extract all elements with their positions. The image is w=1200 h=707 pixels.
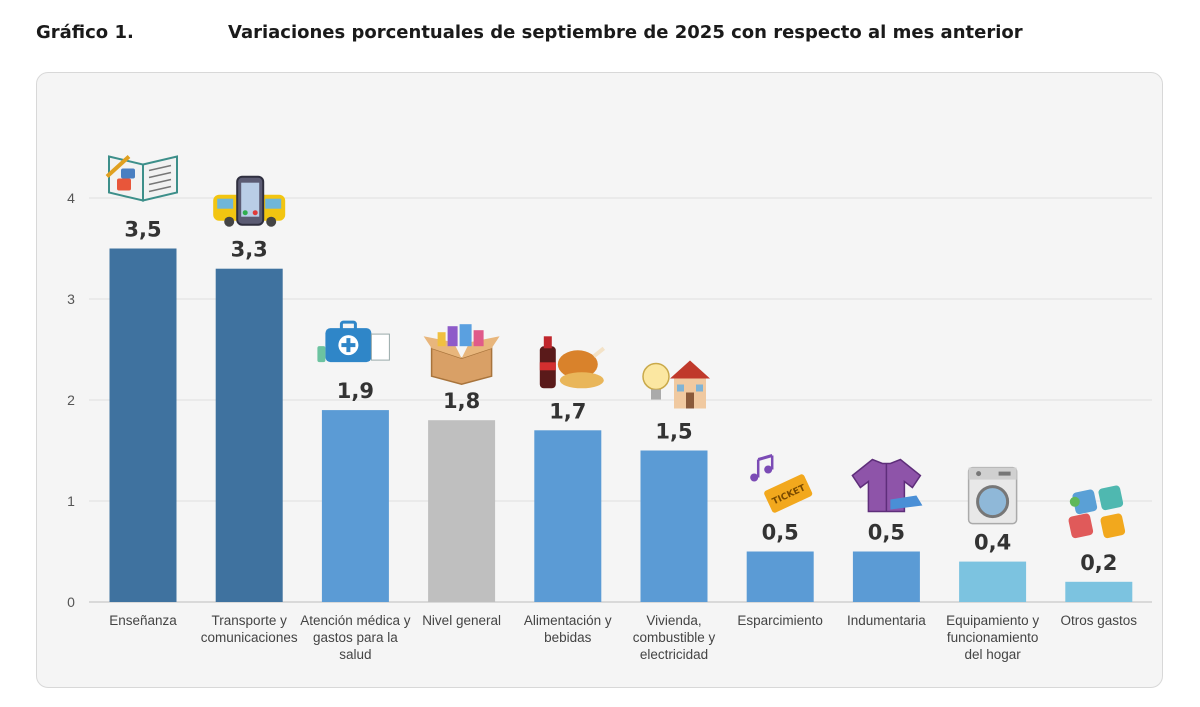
x-category-label-line: salud xyxy=(339,647,372,662)
bar xyxy=(640,450,708,602)
bar-value-label: 0,5 xyxy=(762,521,799,545)
bar xyxy=(428,420,496,602)
bar xyxy=(1065,581,1133,602)
bar xyxy=(959,561,1027,602)
puzzle-money-icon xyxy=(1068,485,1126,539)
shopping-box-icon xyxy=(423,324,500,385)
y-tick-label: 0 xyxy=(67,594,75,610)
chart-title: Variaciones porcentuales de septiembre d… xyxy=(228,22,1023,43)
bar-value-label: 1,8 xyxy=(443,389,480,413)
book-icon xyxy=(105,155,178,202)
bar-value-label: 0,5 xyxy=(868,521,905,545)
x-category-label-line: Esparcimiento xyxy=(737,613,823,628)
clothing-icon xyxy=(851,458,923,513)
bar xyxy=(746,551,814,602)
bar xyxy=(321,410,389,602)
x-category-label: Transporte y comunicaciones xyxy=(191,612,307,646)
house-lightbulb-icon xyxy=(642,360,710,409)
x-category-label: Atención médica y gastos para la salud xyxy=(297,612,413,663)
x-category-label-line: Nivel general xyxy=(422,613,501,628)
bar xyxy=(534,430,602,602)
x-category-label-line: gastos para la xyxy=(312,630,398,645)
bar-value-label: 3,3 xyxy=(231,238,268,262)
washing-machine-icon xyxy=(967,466,1018,525)
bar xyxy=(852,551,920,602)
x-category-label-line: Equipamiento y xyxy=(946,613,1040,628)
x-category-label-line: Alimentación y xyxy=(523,613,612,628)
y-tick-label: 4 xyxy=(67,190,75,206)
x-category-label-line: Transporte y xyxy=(211,613,287,628)
medical-kit-icon xyxy=(317,320,390,363)
y-tick-label: 3 xyxy=(67,291,75,307)
x-category-label-line: del hogar xyxy=(964,647,1021,662)
bar xyxy=(109,248,177,602)
x-category-label: Nivel general xyxy=(404,612,520,629)
x-category-label-line: Indumentaria xyxy=(846,613,926,628)
bar xyxy=(215,268,283,602)
x-category-label: Equipamiento y funcionamiento del hogar xyxy=(935,612,1051,663)
x-category-label-line: Enseñanza xyxy=(109,613,177,628)
bar-value-label: 0,4 xyxy=(974,531,1011,555)
bar-value-label: 1,5 xyxy=(655,420,692,444)
bar-value-label: 3,5 xyxy=(124,218,161,242)
bar-value-label: 1,7 xyxy=(549,399,586,423)
bar-value-label: 1,9 xyxy=(337,379,374,403)
food-drink-icon xyxy=(539,336,606,389)
x-category-label: Esparcimiento xyxy=(722,612,838,629)
ticket-music-icon: TICKET xyxy=(750,454,813,513)
x-category-label: Otros gastos xyxy=(1041,612,1157,629)
x-category-label: Alimentación y bebidas xyxy=(510,612,626,646)
x-category-label-line: comunicaciones xyxy=(200,630,298,645)
chart-panel: 0 1 2 3 4 3,5 3,3 1,9 1,8 1,7 1,5 0,5 TICKET 0,5 0,4 0,… xyxy=(36,72,1163,688)
x-category-label-line: Vivienda, xyxy=(646,613,702,628)
x-category-label-line: Otros gastos xyxy=(1060,613,1138,628)
x-category-label-line: combustible y xyxy=(632,630,716,645)
y-tick-label: 2 xyxy=(67,392,75,408)
x-category-label-line: electricidad xyxy=(639,647,709,662)
x-category-label-line: Atención médica y xyxy=(300,613,411,628)
x-category-label-line: bebidas xyxy=(544,630,592,645)
chart-header: Gráfico 1. Variaciones porcentuales de s… xyxy=(36,20,1176,50)
bus-phone-icon xyxy=(213,175,286,227)
bar-chart: 0 1 2 3 4 3,5 3,3 1,9 1,8 1,7 1,5 0,5 TICKET 0,5 0,4 0,… xyxy=(67,155,1152,610)
x-category-label: Indumentaria xyxy=(828,612,944,629)
x-category-label: Enseñanza xyxy=(85,612,201,629)
x-category-label: Vivienda, combustible y electricidad xyxy=(616,612,732,663)
bar-value-label: 0,2 xyxy=(1080,551,1117,575)
figure-label: Gráfico 1. xyxy=(36,22,134,43)
y-tick-label: 1 xyxy=(67,493,75,509)
x-category-label-line: funcionamiento xyxy=(946,630,1039,645)
